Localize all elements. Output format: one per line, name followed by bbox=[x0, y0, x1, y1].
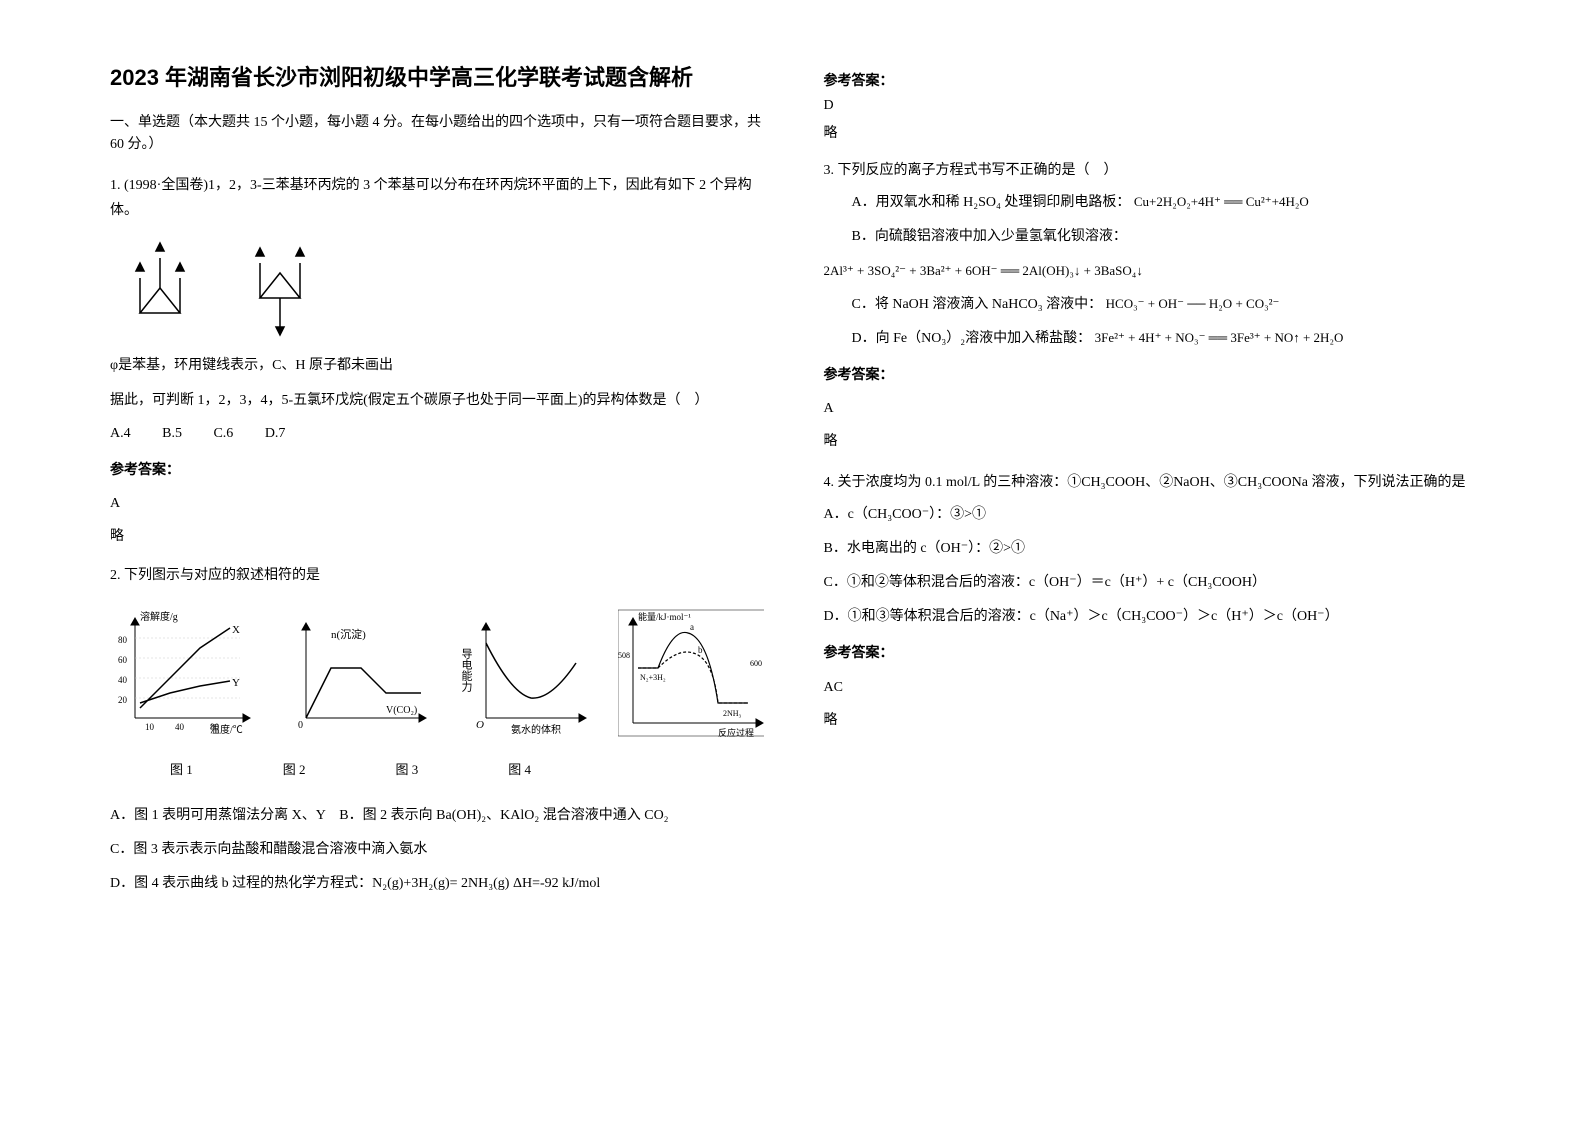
q2-opt-a: A．图 1 表明可用蒸馏法分离 X、Y B．图 2 表示向 Ba(OH)₂、KA… bbox=[110, 802, 764, 830]
q4-answer: AC bbox=[824, 675, 1478, 700]
c4-yl: 能量/kJ·mol⁻¹ bbox=[638, 611, 691, 622]
figure-labels: 图 1 图 2 图 3 图 4 bbox=[170, 758, 764, 781]
question-4: 4. 关于浓度均为 0.1 mol/L 的三种溶液：①CH₃COOH、②NaOH… bbox=[824, 470, 1478, 733]
q3-opt-a-row: A．用双氧水和稀 H₂SO₄ 处理铜印刷电路板： Cu+2H₂O₂+4H⁺ ══… bbox=[824, 189, 1478, 217]
q3-eq-a: Cu+2H₂O₂+4H⁺ ══ Cu²⁺+4H₂O bbox=[1134, 194, 1309, 209]
q3-opt-c-row: C．将 NaOH 溶液滴入 NaHCO₃ 溶液中： HCO₃⁻ + OH⁻ ──… bbox=[824, 291, 1478, 319]
c2-yl: n(沉淀) bbox=[331, 627, 366, 641]
c4-b: b bbox=[698, 645, 703, 655]
q3-opt-d-row: D．向 Fe（NO₃）₂溶液中加入稀盐酸： 3Fe²⁺ + 4H⁺ + NO₃⁻… bbox=[824, 325, 1478, 353]
q1-answer: A bbox=[110, 491, 764, 516]
right-column: 参考答案： D 略 3. 下列反应的离子方程式书写不正确的是（ ） A．用双氧水… bbox=[794, 60, 1508, 1062]
c4-600: 600 bbox=[750, 659, 762, 668]
q4-explanation: 略 bbox=[824, 708, 1478, 733]
question-2: 2. 下列图示与对应的叙述相符的是 溶解度/g 温度/℃ 20 40 60 80… bbox=[110, 563, 764, 898]
c4-508: 508 bbox=[618, 651, 630, 660]
c3-xl: 氨水的体积 bbox=[511, 723, 561, 736]
q1-followup: 据此，可判断 1，2，3，4，5-五氯环戊烷(假定五个碳原子也处于同一平面上)的… bbox=[110, 388, 764, 413]
q1-opt-c: C.6 bbox=[213, 426, 233, 441]
question-1: 1. (1998·全国卷)1，2，3-三苯基环丙烷的 3 个苯基可以分布在环丙烷… bbox=[110, 173, 764, 549]
c4-xl: 反应过程 bbox=[718, 727, 754, 738]
q2-explanation: 略 bbox=[824, 122, 1478, 142]
c1-yt2: 60 bbox=[118, 655, 128, 665]
c4-top: N₂+3H₂ bbox=[640, 673, 666, 682]
c1-y: Y bbox=[232, 677, 240, 689]
c1-yt0: 20 bbox=[118, 695, 128, 705]
c1-xt1: 40 bbox=[175, 722, 185, 732]
chart-2: n(沉淀) V(CO₂) 0 bbox=[286, 608, 432, 738]
q3-answer: A bbox=[824, 396, 1478, 421]
q2-diagrams: 溶解度/g 温度/℃ 20 40 60 80 10 40 80 X Y bbox=[110, 608, 764, 738]
q3-explanation: 略 bbox=[824, 429, 1478, 454]
q1-stem: 1. (1998·全国卷)1，2，3-三苯基环丙烷的 3 个苯基可以分布在环丙烷… bbox=[110, 173, 764, 223]
fig3-label: 图 3 bbox=[396, 758, 419, 781]
chart-3: 导电能力 氨水的体积 O bbox=[461, 608, 587, 738]
c4-a: a bbox=[690, 622, 694, 632]
chart-4: 能量/kJ·mol⁻¹ 反应过程 a b 508 600 N₂+3H₂ 2NH₃ bbox=[618, 608, 764, 738]
fig4-label: 图 4 bbox=[508, 758, 531, 781]
q2-opt-d: D．图 4 表示曲线 b 过程的热化学方程式：N₂(g)+3H₂(g)= 2NH… bbox=[110, 870, 764, 898]
c2-xl: V(CO₂) bbox=[386, 705, 417, 716]
q1-opt-b: B.5 bbox=[162, 426, 182, 441]
q1-opt-d: D.7 bbox=[265, 426, 286, 441]
c1-yt3: 80 bbox=[118, 635, 128, 645]
q4-answer-label: 参考答案： bbox=[824, 641, 1478, 666]
q4-stem: 4. 关于浓度均为 0.1 mol/L 的三种溶液：①CH₃COOH、②NaOH… bbox=[824, 470, 1478, 495]
fig2-label: 图 2 bbox=[283, 758, 306, 781]
q2-opt-c: C．图 3 表示表示向盐酸和醋酸混合溶液中滴入氨水 bbox=[110, 836, 764, 864]
q4-opt-a: A．c（CH₃COO⁻）：③>① bbox=[824, 501, 1478, 529]
c1-xt2: 80 bbox=[210, 722, 220, 732]
q3-eq-d: 3Fe²⁺ + 4H⁺ + NO₃⁻ ══ 3Fe³⁺ + NO↑ + 2H₂O bbox=[1095, 330, 1344, 345]
q3-opt-a: A．用双氧水和稀 H₂SO₄ 处理铜印刷电路板： bbox=[852, 195, 1131, 210]
q1-answer-label: 参考答案： bbox=[110, 458, 764, 483]
c4-bot: 2NH₃ bbox=[723, 709, 742, 718]
q4-opt-c: C．①和②等体积混合后的溶液：c（OH⁻）＝c（H⁺）+ c（CH₃COOH） bbox=[824, 569, 1478, 597]
fig1-label: 图 1 bbox=[170, 758, 193, 781]
c3-o: O bbox=[476, 719, 484, 731]
chart-1: 溶解度/g 温度/℃ 20 40 60 80 10 40 80 X Y bbox=[110, 608, 256, 738]
q1-note: φ是苯基，环用键线表示，C、H 原子都未画出 bbox=[110, 353, 764, 378]
q4-opt-b: B．水电离出的 c（OH⁻）：②>① bbox=[824, 535, 1478, 563]
c1-xt0: 10 bbox=[145, 722, 155, 732]
q2-stem: 2. 下列图示与对应的叙述相符的是 bbox=[110, 563, 764, 588]
q4-opt-d: D．①和③等体积混合后的溶液：c（Na⁺）＞c（CH₃COO⁻）＞c（H⁺）＞c… bbox=[824, 603, 1478, 631]
q2-answer-label: 参考答案： bbox=[824, 70, 1478, 90]
c2-o: 0 bbox=[298, 720, 303, 731]
question-3: 3. 下列反应的离子方程式书写不正确的是（ ） A．用双氧水和稀 H₂SO₄ 处… bbox=[824, 158, 1478, 454]
q1-options: A.4 B.5 C.6 D.7 bbox=[110, 420, 764, 448]
q3-stem: 3. 下列反应的离子方程式书写不正确的是（ ） bbox=[824, 158, 1478, 183]
q3-opt-d: D．向 Fe（NO₃）₂溶液中加入稀盐酸： bbox=[852, 331, 1092, 346]
c1-ylabel: 溶解度/g bbox=[140, 610, 178, 623]
q3-opt-c: C．将 NaOH 溶液滴入 NaHCO₃ 溶液中： bbox=[852, 297, 1103, 312]
q3-eq-b: 2Al³⁺ + 3SO₄²⁻ + 3Ba²⁺ + 6OH⁻ ══ 2Al(OH)… bbox=[824, 259, 1478, 282]
section-one-header: 一、单选题（本大题共 15 个小题，每小题 4 分。在每小题给出的四个选项中，只… bbox=[110, 112, 764, 157]
q3-eq-c: HCO₃⁻ + OH⁻ ── H₂O + CO₃²⁻ bbox=[1106, 296, 1280, 311]
exam-title: 2023 年湖南省长沙市浏阳初级中学高三化学联考试题含解析 bbox=[110, 60, 764, 92]
q3-opt-b: B．向硫酸铝溶液中加入少量氢氧化钡溶液： bbox=[824, 223, 1478, 251]
q3-answer-label: 参考答案： bbox=[824, 363, 1478, 388]
q1-explanation: 略 bbox=[110, 524, 764, 549]
q1-structure-diagram bbox=[110, 238, 764, 338]
c1-yt1: 40 bbox=[118, 675, 128, 685]
q1-opt-a: A.4 bbox=[110, 426, 131, 441]
c3-yl: 导电能力 bbox=[461, 648, 473, 692]
c1-x: X bbox=[232, 624, 240, 636]
left-column: 2023 年湖南省长沙市浏阳初级中学高三化学联考试题含解析 一、单选题（本大题共… bbox=[80, 60, 794, 1062]
q2-answer: D bbox=[824, 98, 1478, 114]
